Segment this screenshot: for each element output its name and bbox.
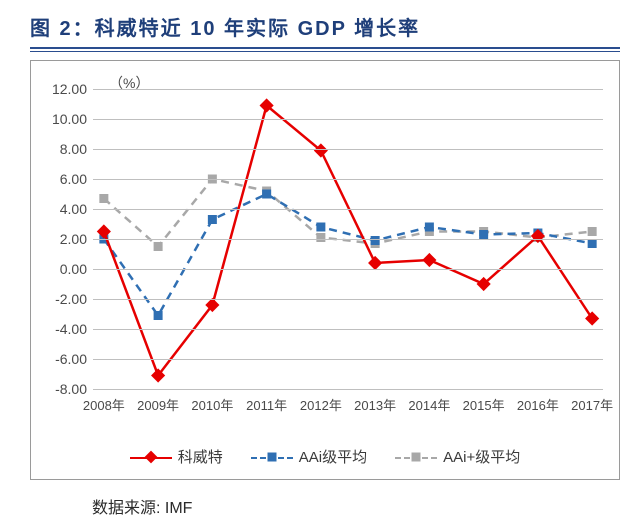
legend-label: 科威特 [178, 446, 223, 467]
series-marker-aaiplus [316, 233, 325, 242]
gridline [93, 299, 603, 300]
y-tick-label: 2.00 [60, 231, 87, 247]
y-tick-label: 12.00 [52, 81, 87, 97]
series-marker-aai [425, 223, 434, 232]
legend-item-aai: AAi级平均 [251, 446, 367, 467]
series-marker-kuwait [368, 256, 382, 270]
legend-swatch [395, 450, 437, 464]
legend-item-aaiplus: AAi+级平均 [395, 446, 520, 467]
y-tick-label: 4.00 [60, 201, 87, 217]
series-marker-aai [208, 215, 217, 224]
legend-label: AAi级平均 [299, 446, 367, 467]
y-tick-label: -2.00 [55, 291, 87, 307]
plot-area: -8.00-6.00-4.00-2.000.002.004.006.008.00… [93, 89, 603, 389]
gridline [93, 119, 603, 120]
series-marker-kuwait [585, 311, 599, 325]
x-tick-label: 2016年 [517, 395, 559, 414]
series-line-aai [104, 194, 592, 316]
y-tick-label: 10.00 [52, 111, 87, 127]
source-label: 数据来源: IMF [92, 494, 192, 518]
title-rule-top [30, 47, 620, 49]
gridline [93, 389, 603, 390]
y-tick-label: 0.00 [60, 261, 87, 277]
series-marker-aai [371, 236, 380, 245]
x-tick-label: 2014年 [408, 395, 450, 414]
legend-label: AAi+级平均 [443, 446, 520, 467]
series-marker-aai [316, 223, 325, 232]
series-marker-aai [154, 311, 163, 320]
x-tick-label: 2013年 [354, 395, 396, 414]
gridline [93, 149, 603, 150]
series-line-aaiplus [104, 179, 592, 247]
series-marker-aaiplus [99, 194, 108, 203]
title-rule-bottom [30, 51, 620, 52]
gridline [93, 329, 603, 330]
gridline [93, 239, 603, 240]
series-marker-aai [262, 190, 271, 199]
x-tick-label: 2015年 [463, 395, 505, 414]
figure-container: 图 2：科威特近 10 年实际 GDP 增长率 （%） -8.00-6.00-4… [0, 0, 640, 532]
legend-item-kuwait: 科威特 [130, 446, 223, 467]
figure-title: 图 2：科威特近 10 年实际 GDP 增长率 [30, 12, 620, 41]
legend-swatch [130, 450, 172, 464]
gridline [93, 269, 603, 270]
gridline [93, 209, 603, 210]
series-marker-aaiplus [588, 227, 597, 236]
y-tick-label: 6.00 [60, 171, 87, 187]
x-tick-label: 2008年 [83, 395, 125, 414]
series-marker-kuwait [422, 253, 436, 267]
series-marker-aaiplus [154, 242, 163, 251]
series-marker-aai [588, 239, 597, 248]
y-tick-label: -6.00 [55, 351, 87, 367]
y-tick-label: -4.00 [55, 321, 87, 337]
x-tick-label: 2017年 [571, 395, 613, 414]
legend: 科威特 AAi级平均 AAi+级平均 [31, 446, 619, 467]
x-axis-labels: 2008年2009年2010年2011年2012年2013年2014年2015年… [93, 395, 603, 415]
x-tick-label: 2009年 [137, 395, 179, 414]
chart-frame: （%） -8.00-6.00-4.00-2.000.002.004.006.00… [30, 60, 620, 480]
x-tick-label: 2010年 [191, 395, 233, 414]
legend-swatch [251, 450, 293, 464]
gridline [93, 179, 603, 180]
x-tick-label: 2011年 [246, 395, 287, 414]
y-tick-label: 8.00 [60, 141, 87, 157]
gridline [93, 89, 603, 90]
figure-title-block: 图 2：科威特近 10 年实际 GDP 增长率 [30, 12, 620, 52]
series-marker-kuwait [97, 224, 111, 238]
gridline [93, 359, 603, 360]
series-marker-aai [479, 230, 488, 239]
x-tick-label: 2012年 [300, 395, 342, 414]
